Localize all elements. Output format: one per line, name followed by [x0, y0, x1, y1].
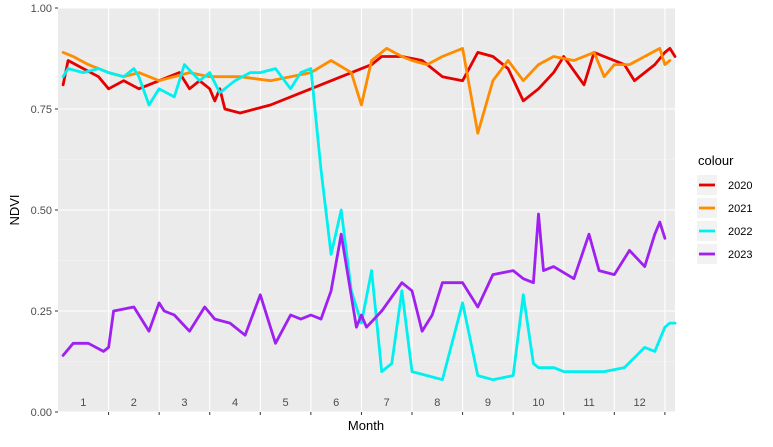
grid-lines	[58, 7, 675, 413]
x-axis-title: Month	[348, 418, 384, 433]
month-label: 3	[181, 397, 187, 409]
legend-label-2023: 2023	[728, 249, 752, 261]
legend: 2020 2021 2022 2023	[697, 175, 752, 264]
y-tick-label: 0.00	[31, 407, 52, 419]
legend-label-2020: 2020	[728, 180, 752, 192]
month-label: 10	[532, 397, 544, 409]
month-label: 4	[232, 397, 238, 409]
month-label: 7	[384, 397, 390, 409]
month-label: 11	[583, 397, 594, 409]
y-tick-label: 0.75	[31, 104, 52, 116]
month-label: 12	[633, 397, 645, 409]
y-tick-label: 0.50	[31, 205, 52, 217]
legend-label-2022: 2022	[728, 226, 752, 238]
y-tick-label: 0.25	[31, 306, 52, 318]
month-label: 1	[80, 397, 86, 409]
y-tick-label: 1.00	[31, 3, 52, 15]
series-lines	[61, 47, 677, 382]
month-label: 6	[333, 397, 339, 409]
month-label: 9	[485, 397, 491, 409]
series-line-2023	[61, 212, 667, 357]
axes: 0.000.250.500.751.001 2 3 4 5 6 7 8 9 10 11 12	[31, 3, 666, 419]
month-label: 2	[131, 397, 137, 409]
month-label: 5	[283, 397, 289, 409]
legend-label-2021: 2021	[728, 203, 752, 215]
series-line-2022	[61, 63, 677, 382]
series-line-2020	[61, 47, 677, 115]
legend-title: colour	[698, 153, 734, 168]
month-label: 8	[434, 397, 440, 409]
y-axis-title: NDVI	[7, 194, 22, 225]
series-line-2021	[61, 47, 672, 135]
